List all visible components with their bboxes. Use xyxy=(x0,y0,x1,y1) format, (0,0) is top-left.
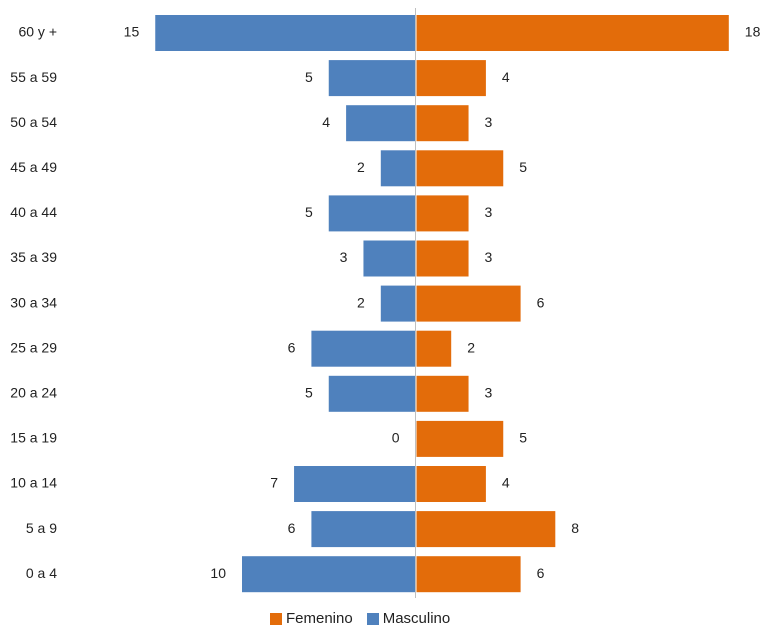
bar-femenino xyxy=(416,556,521,593)
value-label-femenino: 4 xyxy=(502,69,510,85)
value-label-femenino: 3 xyxy=(485,385,493,401)
bar-masculino xyxy=(328,60,416,97)
legend-item-masculino: Masculino xyxy=(366,610,451,627)
value-label-femenino: 3 xyxy=(485,249,493,265)
category-label: 20 a 24 xyxy=(10,385,57,401)
legend-label-femenino: Femenino xyxy=(286,610,353,627)
bar-femenino xyxy=(416,420,504,457)
value-label-femenino: 5 xyxy=(519,159,527,175)
category-label: 35 a 39 xyxy=(10,249,57,265)
value-label-femenino: 6 xyxy=(537,294,545,310)
category-label: 5 a 9 xyxy=(26,520,57,536)
value-label-masculino: 5 xyxy=(305,69,313,85)
value-label-masculino: 10 xyxy=(210,565,226,581)
bar-masculino xyxy=(328,195,416,232)
category-label: 60 y + xyxy=(18,24,57,40)
category-label: 40 a 44 xyxy=(10,204,57,220)
bars-group xyxy=(155,15,729,593)
bar-femenino xyxy=(416,240,469,277)
value-label-femenino: 6 xyxy=(537,565,545,581)
category-label: 25 a 29 xyxy=(10,339,57,355)
bar-masculino xyxy=(380,150,416,187)
value-label-femenino: 3 xyxy=(485,114,493,130)
bar-masculino xyxy=(155,15,416,51)
bar-masculino xyxy=(311,511,416,548)
legend-swatch-femenino xyxy=(270,612,282,625)
value-label-femenino: 18 xyxy=(745,24,761,40)
legend: Femenino Masculino xyxy=(270,610,450,627)
value-label-masculino: 5 xyxy=(305,204,313,220)
bar-femenino xyxy=(416,15,729,51)
value-label-masculino: 6 xyxy=(288,520,296,536)
value-label-femenino: 4 xyxy=(502,475,510,491)
value-label-masculino: 5 xyxy=(305,385,313,401)
bar-femenino xyxy=(416,195,469,232)
bar-masculino xyxy=(242,556,416,593)
value-label-masculino: 7 xyxy=(270,475,278,491)
bar-femenino xyxy=(416,150,504,187)
bar-femenino xyxy=(416,285,521,322)
value-label-femenino: 8 xyxy=(571,520,579,536)
value-label-femenino: 3 xyxy=(485,204,493,220)
bar-masculino xyxy=(311,330,416,367)
bar-femenino xyxy=(416,375,469,412)
bar-femenino xyxy=(416,60,486,97)
category-label: 55 a 59 xyxy=(10,69,57,85)
value-label-femenino: 5 xyxy=(519,430,527,446)
category-label: 45 a 49 xyxy=(10,159,57,175)
category-label: 50 a 54 xyxy=(10,114,57,130)
value-label-masculino: 2 xyxy=(357,159,365,175)
bar-femenino xyxy=(416,105,469,142)
bar-masculino xyxy=(380,285,416,322)
value-label-masculino: 2 xyxy=(357,294,365,310)
value-label-femenino: 2 xyxy=(467,339,475,355)
value-label-masculino: 3 xyxy=(340,249,348,265)
value-label-masculino: 4 xyxy=(322,114,330,130)
category-label: 30 a 34 xyxy=(10,294,57,310)
value-label-masculino: 15 xyxy=(124,24,140,40)
bar-femenino xyxy=(416,330,452,367)
bar-masculino xyxy=(328,375,416,412)
value-label-masculino: 6 xyxy=(288,339,296,355)
category-label: 10 a 14 xyxy=(10,475,57,491)
bar-masculino xyxy=(363,240,416,277)
value-label-masculino: 0 xyxy=(392,430,400,446)
bar-masculino xyxy=(346,105,416,142)
legend-item-femenino: Femenino xyxy=(270,610,353,627)
legend-swatch-masculino xyxy=(366,612,379,625)
bar-femenino xyxy=(416,466,486,502)
category-label: 15 a 19 xyxy=(10,430,57,446)
bar-femenino xyxy=(416,511,556,548)
legend-label-masculino: Masculino xyxy=(382,610,451,627)
category-label: 0 a 4 xyxy=(26,565,57,581)
bar-masculino xyxy=(294,466,416,502)
